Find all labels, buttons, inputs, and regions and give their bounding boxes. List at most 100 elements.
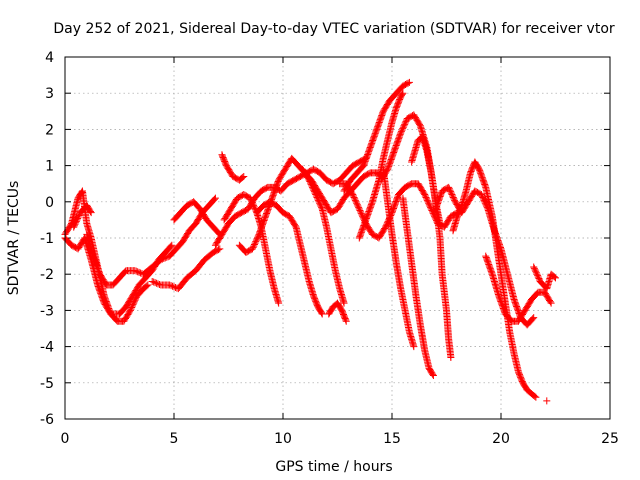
x-tick-label: 10 [274,431,292,447]
data-point [425,199,433,207]
series-arc-11 [253,198,326,318]
data-point [531,266,539,274]
y-axis-ticks: -6 -5 -4 -3 -2 -1 0 1 2 3 4 [40,50,610,428]
data-point [128,302,136,310]
x-tick-label: 0 [61,431,70,447]
data-point [143,282,151,290]
data-point [158,255,166,263]
data-point [530,263,538,271]
data-point [530,264,538,272]
data-point [550,273,558,281]
data-point [250,201,258,209]
data-point [306,179,314,187]
data-point [534,273,542,281]
data-point [368,199,376,207]
data-point [429,372,437,380]
data-point [410,343,418,351]
data-point [534,272,542,280]
y-tick-label: -5 [40,376,54,392]
data-point [399,125,407,133]
data-point [318,310,326,318]
data-point [535,275,543,283]
data-point [318,309,326,317]
data-point [251,239,259,247]
y-tick-label: -2 [40,267,54,283]
y-tick-label: -4 [40,340,54,356]
data-point [531,392,539,400]
data-point [404,79,412,87]
y-tick-label: 1 [45,159,54,175]
y-tick-label: -3 [40,303,54,319]
data-point [135,268,143,276]
data-point [401,119,409,127]
data-point [72,219,80,227]
data-point [481,199,489,207]
data-point [131,267,139,275]
data-point [446,186,454,194]
data-point [429,208,437,216]
data-point [72,217,80,225]
data-point [317,202,325,210]
data-point [249,200,257,208]
x-tick-label: 15 [383,431,401,447]
data-point [529,315,537,323]
data-point [358,211,366,219]
data-point [445,185,453,193]
data-point [216,245,224,253]
data-point [70,223,78,231]
data-point [383,220,391,228]
data-point [248,245,256,253]
data-point [310,188,318,196]
data-point [357,208,365,216]
data-point [307,180,315,188]
data-point [355,205,363,213]
x-axis-label: GPS time / hours [275,459,392,475]
data-point [157,256,165,264]
y-axis-label: SDTVAR / TECUs [6,181,22,296]
data-point [160,255,168,263]
data-point [543,397,551,405]
data-point [359,212,367,220]
data-point [352,198,360,206]
data-point [357,209,365,217]
data-point [313,193,321,201]
data-point [214,246,222,254]
data-point [401,120,409,128]
data-point [340,299,348,307]
data-point [353,201,361,209]
data-point [250,241,258,249]
series-arc-3 [70,201,95,231]
data-point [546,298,554,306]
data-point [405,78,413,86]
series-arc-6 [170,198,224,238]
data-point [170,283,178,291]
data-point [86,207,94,215]
series-arc-20 [408,133,455,361]
data-point [253,235,261,243]
data-point [382,222,390,230]
series-arc-12 [299,165,348,307]
data-point [275,299,283,307]
data-point [246,194,254,202]
data-point [248,199,256,207]
data-point [532,269,540,277]
data-point [314,196,322,204]
data-point [530,314,538,322]
x-tick-label: 25 [601,431,619,447]
y-tick-label: 3 [45,86,54,102]
data-point [342,316,350,324]
data-point [309,185,317,193]
data-point [425,201,433,209]
data-points [61,78,559,405]
data-point [350,193,358,201]
data-point [448,191,456,199]
data-point [126,306,134,314]
data-point [254,232,262,240]
data-point [399,123,407,131]
data-point [429,209,437,217]
data-point [532,267,540,275]
data-point [254,233,262,241]
data-point [306,178,314,186]
data-point [312,191,320,199]
